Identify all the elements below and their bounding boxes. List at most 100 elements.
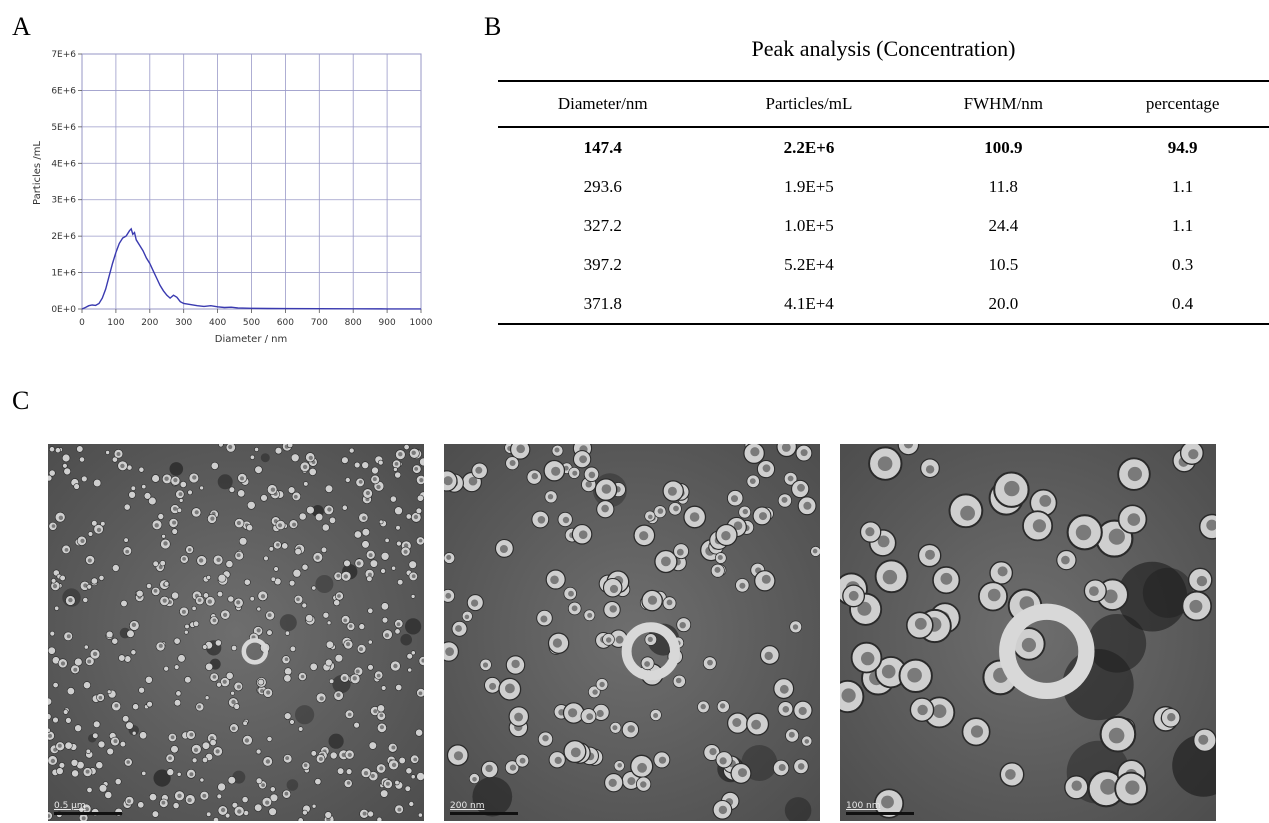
vesicle	[123, 503, 131, 511]
table-cell: 11.8	[988, 176, 1018, 196]
vesicle	[257, 590, 268, 602]
vesicle	[57, 658, 68, 669]
vesicle	[396, 540, 402, 547]
table-cell: 10.5	[988, 254, 1019, 274]
vesicle	[50, 578, 57, 584]
vesicle	[381, 616, 389, 624]
vesicle	[79, 456, 85, 463]
vesicle	[795, 444, 813, 462]
vesicle	[715, 523, 738, 547]
vesicle	[269, 786, 276, 793]
vesicle	[263, 687, 273, 698]
vesicle	[311, 803, 317, 809]
y-tick-label: 6E+6	[51, 86, 76, 96]
vesicle	[171, 591, 179, 600]
vesicle	[776, 444, 797, 458]
vesicle	[378, 519, 384, 525]
vesicle	[376, 704, 385, 713]
vesicle	[515, 753, 530, 768]
vesicle	[321, 523, 330, 532]
vesicle	[343, 559, 351, 568]
vesicle	[849, 592, 883, 626]
vesicle	[48, 474, 53, 482]
vesicle	[604, 773, 624, 793]
vesicle	[353, 666, 364, 677]
vesicle	[367, 664, 374, 671]
vesicle	[358, 512, 369, 523]
vesicle	[110, 736, 120, 747]
vesicle	[410, 774, 416, 780]
vesicle	[714, 552, 727, 564]
vesicle	[104, 791, 113, 799]
vesicle	[111, 701, 122, 712]
vesicle	[48, 811, 53, 821]
vesicle	[256, 606, 262, 612]
vesicle	[850, 641, 883, 674]
vesicle	[595, 678, 609, 691]
x-tick-label: 300	[175, 318, 192, 328]
vesicle	[310, 750, 317, 757]
vesicle	[393, 467, 398, 472]
vesicle	[810, 546, 820, 557]
vesicle	[199, 777, 205, 783]
vesicle	[261, 797, 272, 808]
vesicle	[151, 586, 161, 596]
vesicle	[649, 709, 662, 721]
vesicle	[381, 685, 387, 691]
vesicle	[96, 693, 105, 702]
table-row: 397.2 5.2E+4 10.5 0.3	[498, 245, 1269, 284]
vesicle	[408, 571, 418, 581]
vesicle	[409, 448, 420, 459]
vesicle	[118, 654, 126, 662]
vesicle	[376, 816, 383, 821]
vesicle	[214, 639, 222, 647]
vesicle	[309, 662, 318, 671]
vesicle	[225, 671, 234, 680]
vesicle	[231, 802, 239, 809]
vesicle	[93, 524, 104, 535]
vesicle	[55, 741, 65, 752]
chart-grid	[81, 53, 422, 310]
vesicle	[177, 654, 186, 663]
vesicle	[185, 545, 194, 554]
vesicle	[602, 577, 623, 598]
vesicle	[184, 623, 190, 630]
vesicle	[227, 776, 236, 785]
vesicle	[63, 709, 69, 715]
vesicle	[1117, 504, 1148, 534]
vesicle	[203, 592, 210, 599]
vesicle	[479, 658, 492, 671]
vesicle	[341, 456, 349, 464]
vesicle	[630, 754, 654, 778]
vesicle	[343, 639, 354, 650]
vesicle	[702, 656, 717, 671]
vesicle	[113, 449, 124, 459]
vesicle	[301, 761, 311, 771]
vesicle	[526, 469, 542, 485]
column-header: percentage	[1096, 81, 1269, 128]
stain-spot	[153, 769, 171, 787]
vesicle	[333, 571, 343, 581]
vesicle	[231, 645, 238, 652]
vesicle	[325, 640, 334, 649]
vesicle	[415, 507, 423, 515]
vesicle	[220, 677, 230, 687]
vesicle	[48, 755, 58, 766]
vesicle	[793, 758, 809, 775]
vesicle	[312, 552, 323, 563]
vesicle	[247, 500, 256, 510]
vesicle	[268, 546, 274, 552]
vesicle	[186, 768, 196, 779]
vesicle	[547, 632, 570, 654]
vesicle	[185, 794, 196, 805]
vesicle	[715, 751, 733, 769]
vesicle	[408, 801, 415, 807]
vesicle	[333, 690, 344, 701]
vesicle	[635, 776, 652, 792]
table-cell: 147.4	[583, 137, 622, 157]
table-cell: 293.6	[583, 176, 622, 196]
vesicle	[204, 695, 210, 700]
vesicle	[415, 728, 423, 737]
vesicle	[603, 601, 621, 619]
vesicle	[288, 579, 296, 587]
